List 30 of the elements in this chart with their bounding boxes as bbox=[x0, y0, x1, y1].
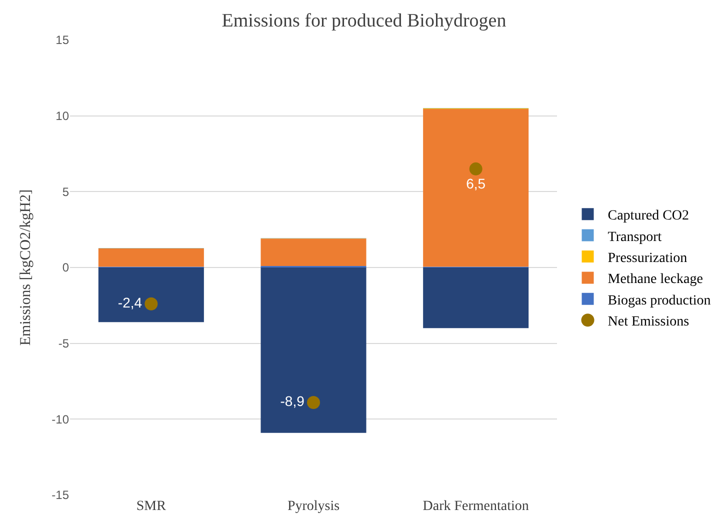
bar bbox=[98, 248, 204, 267]
point bbox=[469, 162, 482, 176]
y-tick-label: -15 bbox=[52, 488, 70, 502]
y-tick-label: 10 bbox=[56, 109, 70, 124]
x-tick-label: SMR bbox=[136, 499, 167, 514]
x-tick-label: Pyrolysis bbox=[287, 499, 340, 514]
bar bbox=[260, 268, 366, 433]
y-tick-label: 0 bbox=[62, 260, 70, 275]
legend-label: Biogas production bbox=[608, 293, 711, 308]
legend-label: Net Emissions bbox=[608, 314, 690, 330]
data-label: -2,4 bbox=[118, 294, 142, 310]
point bbox=[307, 396, 320, 409]
y-tick-label: 15 bbox=[56, 33, 70, 48]
bar bbox=[423, 109, 529, 267]
chart-title: Emissions for produced Biohydrogen bbox=[222, 10, 507, 32]
bar bbox=[260, 238, 366, 266]
legend-label: Pressurization bbox=[608, 250, 688, 266]
data-label: -8,9 bbox=[280, 392, 305, 409]
y-tick-label: -5 bbox=[58, 336, 70, 351]
data-label: 6,5 bbox=[466, 176, 486, 192]
bar bbox=[423, 268, 529, 328]
bar bbox=[98, 268, 204, 322]
y-tick-label: 5 bbox=[62, 184, 70, 199]
legend-label: Transport bbox=[608, 230, 662, 245]
point bbox=[144, 297, 158, 310]
legend-label: Methane leckage bbox=[608, 272, 703, 288]
legend-label: Captured CO2 bbox=[608, 208, 690, 224]
y-axis-title: Emissions [kgCO2/kgH2] bbox=[18, 189, 34, 346]
y-tick-label: -10 bbox=[52, 412, 70, 426]
x-tick-label: Dark Fermentation bbox=[422, 499, 529, 514]
